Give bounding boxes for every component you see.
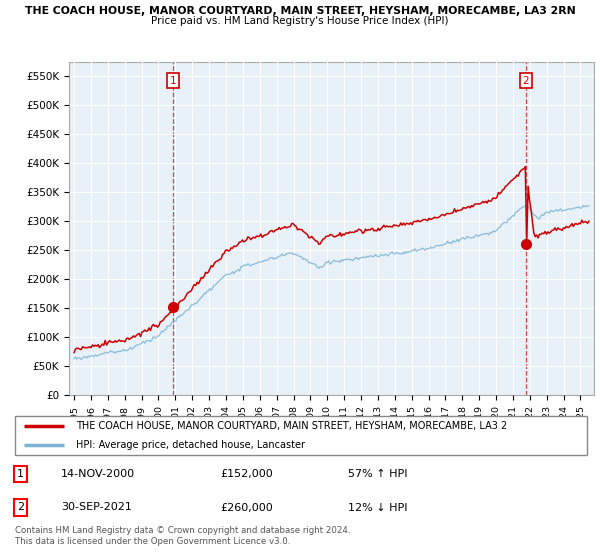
FancyBboxPatch shape [15,416,587,455]
Text: 1: 1 [170,76,176,86]
Text: 2: 2 [17,502,24,512]
Text: Contains HM Land Registry data © Crown copyright and database right 2024.
This d: Contains HM Land Registry data © Crown c… [15,526,350,546]
Text: 14-NOV-2000: 14-NOV-2000 [61,469,136,479]
Text: Price paid vs. HM Land Registry's House Price Index (HPI): Price paid vs. HM Land Registry's House … [151,16,449,26]
Text: 30-SEP-2021: 30-SEP-2021 [61,502,132,512]
Text: 12% ↓ HPI: 12% ↓ HPI [348,502,407,512]
Text: HPI: Average price, detached house, Lancaster: HPI: Average price, detached house, Lanc… [76,440,305,450]
Text: £260,000: £260,000 [220,502,273,512]
Text: THE COACH HOUSE, MANOR COURTYARD, MAIN STREET, HEYSHAM, MORECAMBE, LA3 2: THE COACH HOUSE, MANOR COURTYARD, MAIN S… [76,421,507,431]
Text: 57% ↑ HPI: 57% ↑ HPI [348,469,407,479]
Text: THE COACH HOUSE, MANOR COURTYARD, MAIN STREET, HEYSHAM, MORECAMBE, LA3 2RN: THE COACH HOUSE, MANOR COURTYARD, MAIN S… [25,6,575,16]
Text: £152,000: £152,000 [220,469,273,479]
Text: 2: 2 [523,76,529,86]
Text: 1: 1 [17,469,24,479]
